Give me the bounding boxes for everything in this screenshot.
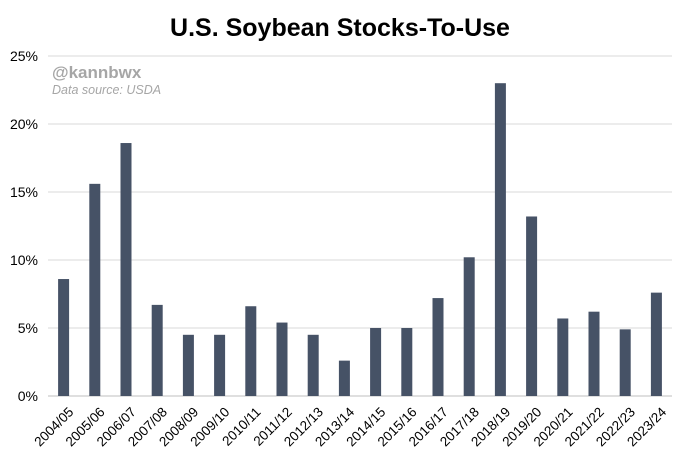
bar-2011-12 — [276, 322, 288, 396]
bar-2019-20 — [526, 216, 538, 396]
data-source-note: Data source: USDA — [52, 83, 162, 97]
y-tick-label: 20% — [10, 116, 38, 132]
y-axis-ticks: 0% 5% 10% 15% 20% 25% — [10, 48, 38, 404]
bar-2004-05 — [58, 279, 70, 396]
bar-2009-10 — [214, 334, 226, 396]
bar-2005-06 — [89, 183, 101, 396]
y-tick-label: 25% — [10, 48, 38, 64]
bar-2015-16 — [401, 328, 413, 396]
bars — [58, 83, 662, 396]
bar-2022-23 — [619, 329, 631, 396]
author-handle: @kannbwx — [52, 63, 142, 82]
bar-2017-18 — [463, 257, 475, 396]
bar-2006-07 — [120, 143, 132, 396]
bar-2008-09 — [182, 334, 194, 396]
y-tick-label: 15% — [10, 184, 38, 200]
y-tick-label: 5% — [18, 320, 38, 336]
bar-2007-08 — [151, 304, 163, 396]
x-axis-ticks: 2004/052005/062006/072007/082008/092009/… — [31, 404, 669, 449]
bar-2014-15 — [370, 328, 382, 396]
gridlines — [48, 55, 672, 397]
y-tick-label: 0% — [18, 388, 38, 404]
chart-title: U.S. Soybean Stocks-To-Use — [170, 14, 510, 42]
bar-2018-19 — [494, 83, 506, 396]
bar-2023-24 — [650, 292, 662, 396]
bar-2020-21 — [557, 318, 569, 396]
bar-2013-14 — [338, 360, 350, 396]
bar-2012-13 — [307, 334, 319, 396]
bar-2016-17 — [432, 298, 444, 396]
bar-2021-22 — [588, 311, 600, 396]
y-tick-label: 10% — [10, 252, 38, 268]
bar-2010-11 — [245, 306, 257, 396]
